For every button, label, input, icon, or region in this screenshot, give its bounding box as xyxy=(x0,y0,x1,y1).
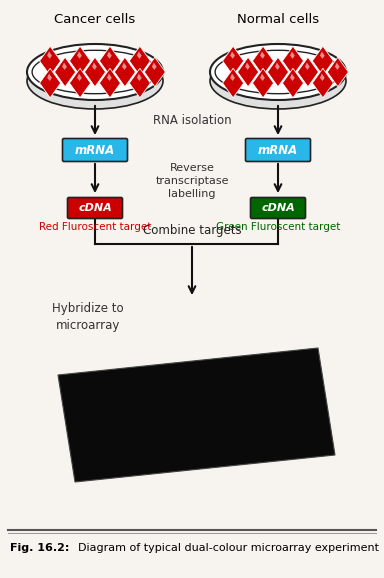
Text: Green Fluroscent target: Green Fluroscent target xyxy=(216,222,340,232)
Polygon shape xyxy=(305,62,310,70)
Polygon shape xyxy=(92,62,97,70)
Polygon shape xyxy=(137,51,142,59)
Polygon shape xyxy=(70,46,91,76)
Polygon shape xyxy=(320,51,325,59)
Polygon shape xyxy=(99,68,121,98)
Polygon shape xyxy=(245,62,250,70)
FancyBboxPatch shape xyxy=(68,198,122,218)
Polygon shape xyxy=(290,73,295,81)
Polygon shape xyxy=(238,57,258,87)
Polygon shape xyxy=(152,62,157,70)
Polygon shape xyxy=(312,68,333,98)
Polygon shape xyxy=(77,73,82,81)
FancyBboxPatch shape xyxy=(63,139,127,161)
Text: Normal cells: Normal cells xyxy=(237,13,319,26)
Polygon shape xyxy=(290,51,295,59)
Polygon shape xyxy=(129,46,151,76)
Polygon shape xyxy=(40,68,61,98)
Polygon shape xyxy=(40,46,61,76)
Polygon shape xyxy=(275,62,280,70)
Polygon shape xyxy=(260,73,265,81)
Ellipse shape xyxy=(27,44,163,100)
Polygon shape xyxy=(137,73,142,81)
Polygon shape xyxy=(320,73,325,81)
FancyBboxPatch shape xyxy=(245,139,311,161)
Ellipse shape xyxy=(210,53,346,109)
Polygon shape xyxy=(335,62,340,70)
Text: Red Fluroscent target: Red Fluroscent target xyxy=(39,222,151,232)
Polygon shape xyxy=(70,68,91,98)
Polygon shape xyxy=(62,62,67,70)
Polygon shape xyxy=(107,51,112,59)
Polygon shape xyxy=(77,51,82,59)
Text: Fig. 16.2:: Fig. 16.2: xyxy=(10,543,70,553)
Polygon shape xyxy=(47,51,52,59)
Polygon shape xyxy=(282,46,303,76)
Text: RNA isolation: RNA isolation xyxy=(153,113,231,127)
Polygon shape xyxy=(282,68,303,98)
Polygon shape xyxy=(58,348,335,482)
Text: mRNA: mRNA xyxy=(258,143,298,157)
Polygon shape xyxy=(230,73,235,81)
Text: Diagram of typical dual-colour microarray experiment: Diagram of typical dual-colour microarra… xyxy=(78,543,379,553)
Text: Cancer cells: Cancer cells xyxy=(55,13,136,26)
Polygon shape xyxy=(253,68,273,98)
Text: Reverse
transcriptase
labelling: Reverse transcriptase labelling xyxy=(155,163,229,199)
Text: cDNA: cDNA xyxy=(261,203,295,213)
Ellipse shape xyxy=(27,53,163,109)
Polygon shape xyxy=(223,68,244,98)
Polygon shape xyxy=(253,46,273,76)
Polygon shape xyxy=(55,57,76,87)
Polygon shape xyxy=(223,46,244,76)
Polygon shape xyxy=(122,62,127,70)
Polygon shape xyxy=(268,57,288,87)
Ellipse shape xyxy=(210,44,346,100)
Polygon shape xyxy=(107,73,112,81)
Polygon shape xyxy=(144,57,166,87)
Polygon shape xyxy=(230,51,235,59)
Polygon shape xyxy=(84,57,106,87)
Text: mRNA: mRNA xyxy=(75,143,115,157)
FancyBboxPatch shape xyxy=(250,198,306,218)
Text: Combine targets: Combine targets xyxy=(143,224,241,237)
Polygon shape xyxy=(129,68,151,98)
Polygon shape xyxy=(114,57,136,87)
Polygon shape xyxy=(99,46,121,76)
Text: Hybridize to
microarray: Hybridize to microarray xyxy=(52,302,124,332)
Text: cDNA: cDNA xyxy=(78,203,112,213)
Polygon shape xyxy=(260,51,265,59)
Polygon shape xyxy=(327,57,348,87)
Polygon shape xyxy=(47,73,52,81)
Polygon shape xyxy=(297,57,318,87)
Polygon shape xyxy=(312,46,333,76)
